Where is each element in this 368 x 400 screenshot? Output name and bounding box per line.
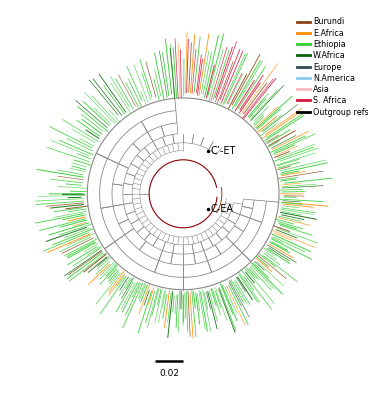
Text: C’-ET: C’-ET bbox=[211, 146, 236, 156]
Legend: Burundi, E.Africa, Ethiopia, W.Africa, Europe, N.America, Asia, S. Africa, Outgr: Burundi, E.Africa, Ethiopia, W.Africa, E… bbox=[297, 18, 368, 116]
Text: 0.02: 0.02 bbox=[159, 368, 179, 378]
Text: C-EA: C-EA bbox=[211, 204, 234, 214]
